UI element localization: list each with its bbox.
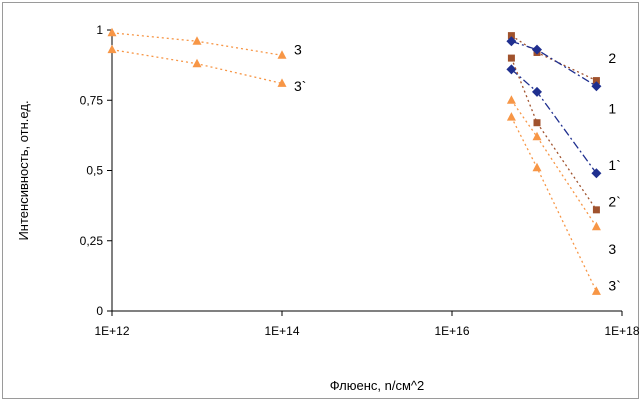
data-point-square xyxy=(507,54,515,62)
x-axis-label: Флюенс, n/см^2 xyxy=(330,378,425,393)
data-point-triangle xyxy=(532,131,542,141)
data-point-square xyxy=(533,119,541,127)
x-tick-label: 1E+12 xyxy=(94,324,129,338)
y-tick-label: 1 xyxy=(96,23,103,37)
series-line xyxy=(511,35,597,82)
x-tick-label: 1E+14 xyxy=(264,324,299,338)
y-tick-label: 0,5 xyxy=(86,164,103,178)
series-line xyxy=(511,40,597,87)
series-label: 3` xyxy=(608,278,620,294)
data-point-diamond xyxy=(532,44,542,55)
series-label: 3 xyxy=(294,42,302,58)
series-label: 2` xyxy=(608,193,620,209)
y-axis-label: Интенсивность, отн.ед. xyxy=(16,100,31,240)
series-line xyxy=(510,68,597,174)
data-point-triangle xyxy=(591,221,601,231)
chart-frame: 0 0,25 0,5 0,75 1 1E+12 1E+14 1E+16 1E+18 3 3` 2 1 1… xyxy=(2,2,640,399)
series-label: 1 xyxy=(608,101,616,117)
data-point-triangle xyxy=(591,286,601,295)
data-point-triangle xyxy=(107,27,117,37)
y-tick-label: 0,75 xyxy=(80,93,104,107)
labels-layer: 3 3` 2 1 1` 2` 3 3` xyxy=(294,42,621,294)
data-point-triangle xyxy=(506,95,516,104)
series-label: 3 xyxy=(608,241,616,257)
series-line xyxy=(510,99,597,228)
data-point-triangle xyxy=(277,50,287,59)
data-point-square xyxy=(592,206,600,214)
axes: 0 0,25 0,5 0,75 1 1E+12 1E+14 1E+16 1E+18 xyxy=(80,23,640,338)
x-tick-label: 1E+18 xyxy=(604,324,639,338)
data-point-square xyxy=(592,77,600,85)
x-tick-label: 1E+16 xyxy=(434,324,469,338)
data-point-triangle xyxy=(506,112,516,121)
data-point-triangle xyxy=(277,78,287,87)
data-point-square xyxy=(507,32,515,40)
data-point-triangle xyxy=(192,58,202,68)
data-point-diamond xyxy=(532,86,542,97)
data-point-triangle xyxy=(107,44,117,54)
data-point-diamond xyxy=(506,64,517,75)
data-point-diamond xyxy=(506,36,517,47)
y-tick-label: 0,25 xyxy=(80,234,104,248)
chart-svg: 0 0,25 0,5 0,75 1 1E+12 1E+14 1E+16 1E+18 3 3` 2 1 1… xyxy=(16,23,640,393)
series-label: 3` xyxy=(294,78,306,94)
data-point-diamond xyxy=(591,81,602,92)
series-label: 1` xyxy=(608,157,620,173)
data-point-diamond xyxy=(591,168,602,179)
data-point-triangle xyxy=(192,36,202,45)
series-layer xyxy=(107,27,602,295)
y-tick-label: 0 xyxy=(96,304,103,318)
series-label: 2 xyxy=(608,50,616,66)
series-line xyxy=(510,116,597,292)
data-point-triangle xyxy=(532,162,542,172)
